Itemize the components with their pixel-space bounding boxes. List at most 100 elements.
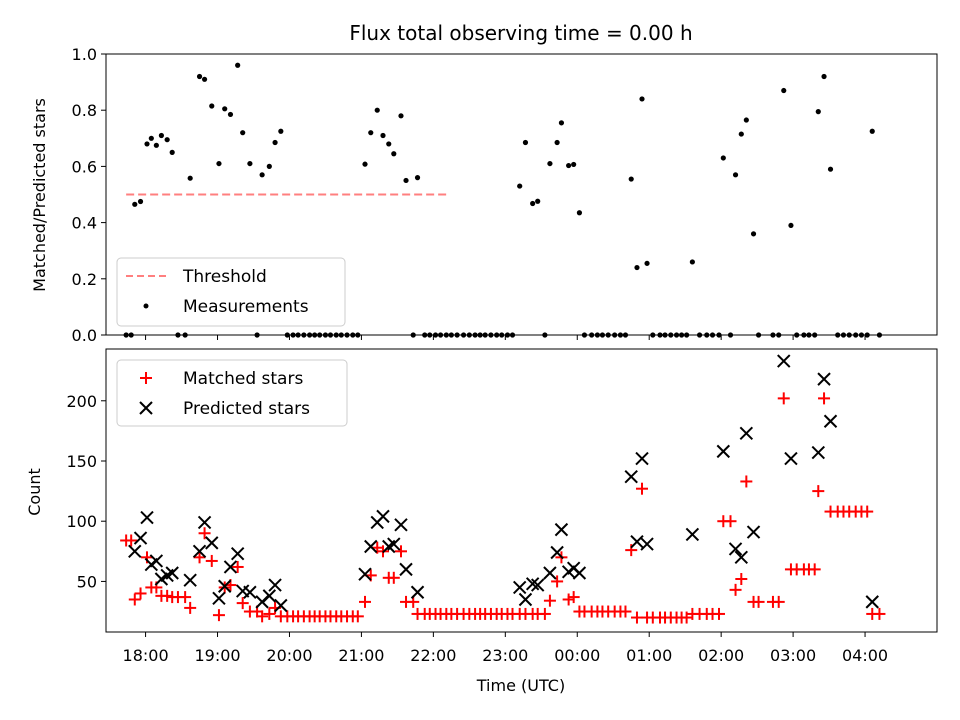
x-tick-label: 23:00 xyxy=(482,646,528,665)
measurement-point xyxy=(380,132,386,139)
measurement-point xyxy=(362,161,368,167)
measurement-point xyxy=(222,106,228,112)
ratio-y-tick-label: 0.4 xyxy=(72,214,97,233)
legend-predicted-label: Predicted stars xyxy=(183,399,310,419)
measurement-point xyxy=(781,87,787,94)
matched-star-point xyxy=(630,611,643,624)
measurement-point xyxy=(869,128,875,134)
count-y-ticks: 50 100 150 200 xyxy=(66,392,106,591)
predicted-star-point xyxy=(518,592,533,607)
measurement-point xyxy=(201,76,208,82)
legend-matched-swatch xyxy=(140,372,152,384)
measurement-point xyxy=(216,160,222,167)
predicted-star-point xyxy=(128,544,142,559)
matched-star-point xyxy=(193,551,206,564)
measurement-point xyxy=(788,222,794,229)
matched-star-point xyxy=(543,594,556,607)
predicted-star-point xyxy=(243,585,257,599)
predicted-star-point xyxy=(140,510,154,525)
measurement-point xyxy=(247,160,253,167)
predicted-star-point xyxy=(183,573,197,587)
predicted-star-point xyxy=(630,534,644,549)
x-tick-label: 00:00 xyxy=(554,646,600,665)
measurement-point xyxy=(398,113,404,119)
count-x-ticks: 18:00 19:00 20:00 21:00 22:00 23:00 00:00 01:00… xyxy=(123,632,888,665)
count-y-tick-label: 100 xyxy=(66,512,97,531)
matched-star-point xyxy=(359,595,372,608)
ratio-y-axis-label: Matched/Predicted stars xyxy=(30,98,49,292)
predicted-star-point xyxy=(205,536,219,550)
measurement-point xyxy=(571,161,577,168)
measurement-point xyxy=(732,172,739,178)
x-tick-label: 22:00 xyxy=(410,646,456,665)
measurement-point xyxy=(148,135,154,141)
measurement-point xyxy=(639,96,645,102)
measurement-point xyxy=(634,264,640,271)
predicted-star-point xyxy=(554,522,569,537)
predicted-star-point xyxy=(165,566,179,580)
measurement-point xyxy=(628,176,634,182)
measurement-point xyxy=(187,175,193,181)
matched-star-point xyxy=(538,607,551,620)
predicted-star-point xyxy=(223,560,238,574)
ratio-y-tick-label: 0.8 xyxy=(72,101,97,120)
measurement-point xyxy=(391,151,397,157)
count-panel-marks xyxy=(120,354,886,624)
predicted-star-point xyxy=(746,525,761,539)
matched-star-point xyxy=(712,607,725,620)
measurement-point xyxy=(827,166,834,172)
measurement-point xyxy=(403,177,409,184)
chart-title: Flux total observing time = 0.00 h xyxy=(349,21,692,45)
measurement-point xyxy=(720,155,726,161)
x-tick-label: 02:00 xyxy=(698,646,744,665)
predicted-star-point xyxy=(274,598,288,613)
measurement-point xyxy=(750,231,757,237)
measurement-point xyxy=(517,183,523,189)
measurement-point xyxy=(158,132,164,139)
measurement-point xyxy=(374,107,380,113)
measurement-point xyxy=(132,201,138,207)
measurement-point xyxy=(530,200,536,207)
matched-star-point xyxy=(387,571,400,584)
ratio-panel: 0.0 0.2 0.4 0.6 0.8 1.0 Matched/Predicted sta… xyxy=(30,45,938,345)
ratio-y-tick-label: 0.2 xyxy=(72,270,97,289)
predicted-star-point xyxy=(525,577,540,591)
matched-star-point xyxy=(873,607,886,620)
x-tick-label: 01:00 xyxy=(626,646,672,665)
legend-threshold-label: Threshold xyxy=(182,267,267,287)
matched-star-point xyxy=(184,601,197,614)
predicted-star-point xyxy=(640,537,654,551)
matched-star-point xyxy=(818,392,831,405)
ratio-legend-box xyxy=(116,257,346,327)
matched-star-point xyxy=(179,591,192,604)
count-y-axis-label: Count xyxy=(25,468,44,516)
measurement-point xyxy=(576,210,583,216)
predicted-star-point xyxy=(811,445,825,460)
predicted-star-point xyxy=(784,451,798,466)
predicted-star-point xyxy=(635,451,649,466)
predicted-star-point xyxy=(865,595,879,609)
measurement-point xyxy=(414,175,421,181)
matched-star-point xyxy=(236,597,249,610)
predicted-star-point xyxy=(149,554,164,568)
x-tick-label: 03:00 xyxy=(770,646,816,665)
measurement-point xyxy=(164,137,170,143)
predicted-star-point xyxy=(262,589,277,603)
matched-star-point xyxy=(198,527,211,540)
measurement-point xyxy=(815,109,821,115)
predicted-star-point xyxy=(512,580,527,595)
matched-star-point xyxy=(125,534,138,547)
predicted-star-point xyxy=(376,509,390,524)
predicted-star-point xyxy=(218,579,232,593)
predicted-star-point xyxy=(192,544,207,559)
count-panel-frame xyxy=(105,348,938,633)
matched-star-point xyxy=(128,593,141,606)
measurement-point xyxy=(278,128,284,134)
ratio-y-ticks: 0.0 0.2 0.4 0.6 0.8 1.0 xyxy=(72,45,106,345)
predicted-star-point xyxy=(410,585,425,599)
measurement-point xyxy=(743,117,749,123)
count-y-tick-label: 150 xyxy=(66,452,97,471)
matched-star-point xyxy=(636,482,649,495)
measurement-point xyxy=(137,198,144,205)
